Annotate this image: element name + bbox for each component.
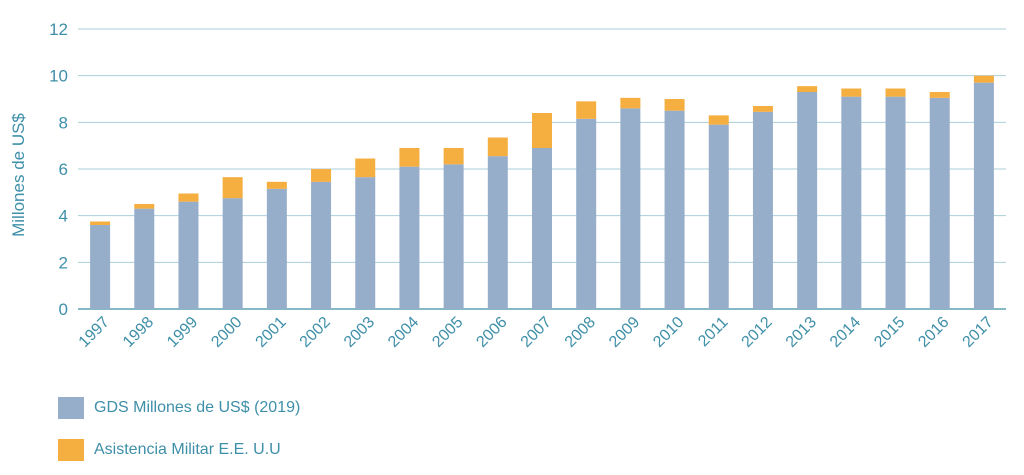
y-tick-label: 0 — [59, 300, 68, 319]
y-tick-label: 10 — [49, 67, 68, 86]
bar-asistencia-2015 — [885, 88, 906, 97]
bar-asistencia-2005 — [443, 148, 464, 165]
bar-gds-1998 — [134, 208, 155, 309]
x-tick-label: 2003 — [341, 314, 378, 351]
bar-gds-1997 — [90, 225, 111, 309]
bar-asistencia-1999 — [178, 193, 199, 202]
x-tick-label: 2011 — [695, 314, 731, 350]
bar-gds-2007 — [532, 148, 552, 309]
bar-asistencia-1997 — [90, 221, 111, 225]
bar-gds-2001 — [266, 188, 287, 309]
x-tick-label: 1997 — [76, 314, 113, 351]
bar-asistencia-2014 — [841, 88, 862, 97]
x-tick-label: 2005 — [429, 314, 466, 351]
bar-gds-2004 — [399, 166, 420, 309]
bar-gds-2000 — [222, 198, 243, 309]
x-tick-label: 2010 — [650, 314, 687, 351]
y-tick-label: 6 — [59, 160, 68, 179]
bar-gds-2009 — [620, 108, 641, 309]
bar-asistencia-2007 — [532, 113, 552, 148]
bar-asistencia-2000 — [222, 177, 243, 199]
x-tick-label: 1998 — [120, 314, 157, 351]
bar-asistencia-2012 — [752, 106, 773, 112]
bar-gds-2015 — [885, 96, 906, 310]
x-tick-label: 2007 — [518, 314, 555, 351]
bar-gds-2002 — [311, 181, 332, 309]
x-axis-ticks: 1997 1998 1999 2000 2001 2002 2003 2004 2005 2006… — [76, 314, 997, 351]
bar-asistencia-2013 — [797, 86, 818, 92]
y-tick-label: 2 — [59, 253, 68, 272]
legend-label-asistencia: Asistencia Militar E.E. U.U — [94, 441, 281, 458]
x-tick-label: 2013 — [783, 314, 820, 351]
bar-asistencia-2003 — [355, 158, 376, 178]
bar-asistencia-2004 — [399, 148, 420, 167]
bar-gds-2010 — [664, 110, 685, 310]
x-tick-label: 2006 — [473, 314, 510, 351]
bar-asistencia-2006 — [487, 137, 508, 157]
x-tick-label: 2000 — [208, 314, 245, 351]
legend-swatch-asistencia — [58, 439, 84, 461]
x-tick-label: 2008 — [562, 314, 599, 351]
x-tick-label: 2012 — [739, 314, 776, 351]
y-axis-label: Millones de US$ — [9, 113, 28, 237]
y-tick-label: 8 — [59, 113, 68, 132]
bar-gds-2011 — [708, 124, 729, 310]
y-tick-label: 4 — [59, 207, 68, 226]
bar-asistencia-2001 — [266, 181, 287, 189]
bar-gds-1999 — [178, 201, 199, 309]
x-tick-label: 2002 — [297, 314, 334, 351]
bar-gds-2016 — [929, 97, 950, 309]
y-tick-label: 12 — [49, 20, 68, 39]
x-tick-label: 2014 — [827, 314, 864, 351]
bar-asistencia-2009 — [620, 97, 641, 109]
bar-gds-2017 — [973, 82, 994, 310]
legend-item-gds: GDS Millones de US$ (2019) — [58, 397, 300, 419]
bar-gds-2014 — [841, 96, 862, 310]
x-tick-label: 2009 — [606, 314, 643, 351]
y-axis-ticks: 0 2 4 6 8 10 12 — [49, 20, 68, 319]
bar-asistencia-2016 — [929, 92, 950, 98]
bar-gds-2013 — [797, 92, 818, 309]
legend-label-gds: GDS Millones de US$ (2019) — [94, 399, 301, 416]
bar-gds-2012 — [752, 111, 773, 309]
x-tick-label: 2015 — [871, 314, 908, 351]
bar-asistencia-2008 — [576, 101, 597, 119]
bar-asistencia-1998 — [134, 204, 155, 209]
bar-gds-2003 — [355, 177, 376, 309]
bar-asistencia-2011 — [708, 115, 729, 125]
bar-asistencia-2010 — [664, 99, 685, 111]
x-tick-label: 2004 — [385, 314, 422, 351]
x-tick-label: 1999 — [164, 314, 201, 351]
bar-asistencia-2002 — [311, 169, 332, 182]
bar-gds-2005 — [443, 164, 464, 309]
legend-swatch-gds — [58, 397, 84, 419]
x-tick-label: 2017 — [960, 314, 997, 351]
bar-asistencia-2017 — [973, 75, 994, 83]
bars — [90, 75, 994, 310]
x-tick-label: 2016 — [915, 314, 952, 351]
x-tick-label: 2001 — [252, 314, 289, 351]
bar-gds-2006 — [487, 156, 508, 309]
legend-item-asistencia: Asistencia Militar E.E. U.U — [58, 439, 281, 461]
bar-gds-2008 — [576, 118, 597, 309]
